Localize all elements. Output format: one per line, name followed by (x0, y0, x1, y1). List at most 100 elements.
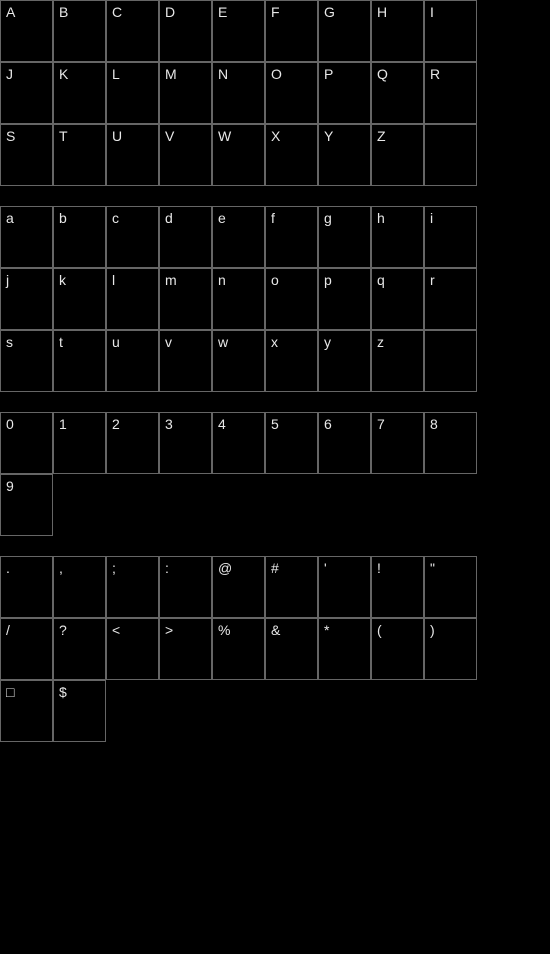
glyph-cell: D (159, 0, 212, 62)
glyph-group-lowercase: abcdefghijklmnopqrstuvwxyz (0, 206, 550, 392)
glyph-cell: z (371, 330, 424, 392)
glyph-cell: X (265, 124, 318, 186)
glyph-cell: U (106, 124, 159, 186)
glyph-cell: Y (318, 124, 371, 186)
glyph-cell: Z (371, 124, 424, 186)
glyph-group-digits: 0123456789 (0, 412, 550, 536)
glyph-cell: A (0, 0, 53, 62)
glyph-cell: H (371, 0, 424, 62)
glyph-label: D (165, 4, 206, 20)
glyph-cell: 1 (53, 412, 106, 474)
glyph-label: S (6, 128, 47, 144)
glyph-cell: ; (106, 556, 159, 618)
glyph-label: p (324, 272, 365, 288)
glyph-cell: N (212, 62, 265, 124)
glyph-cell: 7 (371, 412, 424, 474)
glyph-label: e (218, 210, 259, 226)
glyph-cell: O (265, 62, 318, 124)
glyph-row: .,;:@#'!" (0, 556, 550, 618)
glyph-cell: W (212, 124, 265, 186)
glyph-cell: k (53, 268, 106, 330)
glyph-cell: h (371, 206, 424, 268)
glyph-group-symbols: .,;:@#'!"/?<>%&*()□$ (0, 556, 550, 742)
glyph-label: # (271, 560, 312, 576)
glyph-row: jklmnopqr (0, 268, 550, 330)
glyph-label: m (165, 272, 206, 288)
glyph-cell: ? (53, 618, 106, 680)
glyph-cell: / (0, 618, 53, 680)
charmap: ABCDEFGHIJKLMNOPQRSTUVWXYZabcdefghijklmn… (0, 0, 550, 742)
glyph-label: V (165, 128, 206, 144)
glyph-label: f (271, 210, 312, 226)
glyph-cell: E (212, 0, 265, 62)
glyph-label: g (324, 210, 365, 226)
glyph-label: , (59, 560, 100, 576)
glyph-cell: S (0, 124, 53, 186)
glyph-label: t (59, 334, 100, 350)
glyph-cell-empty (424, 330, 477, 392)
glyph-cell: % (212, 618, 265, 680)
glyph-label: L (112, 66, 153, 82)
glyph-cell: C (106, 0, 159, 62)
glyph-cell: V (159, 124, 212, 186)
glyph-label: E (218, 4, 259, 20)
glyph-cell: 2 (106, 412, 159, 474)
glyph-label: @ (218, 560, 259, 576)
glyph-cell: n (212, 268, 265, 330)
glyph-label: X (271, 128, 312, 144)
glyph-label: G (324, 4, 365, 20)
glyph-label: 7 (377, 416, 418, 432)
glyph-cell: J (0, 62, 53, 124)
glyph-label: r (430, 272, 471, 288)
glyph-label: F (271, 4, 312, 20)
glyph-cell: & (265, 618, 318, 680)
glyph-label: 8 (430, 416, 471, 432)
glyph-cell: v (159, 330, 212, 392)
glyph-label: " (430, 560, 471, 576)
glyph-cell: ( (371, 618, 424, 680)
glyph-label: Z (377, 128, 418, 144)
glyph-label: ; (112, 560, 153, 576)
glyph-cell: x (265, 330, 318, 392)
glyph-cell: l (106, 268, 159, 330)
glyph-label: 6 (324, 416, 365, 432)
glyph-label: ' (324, 560, 365, 576)
glyph-group-uppercase: ABCDEFGHIJKLMNOPQRSTUVWXYZ (0, 0, 550, 186)
glyph-cell: p (318, 268, 371, 330)
glyph-row: stuvwxyz (0, 330, 550, 392)
glyph-label: < (112, 622, 153, 638)
glyph-label: i (430, 210, 471, 226)
glyph-cell: K (53, 62, 106, 124)
glyph-label: b (59, 210, 100, 226)
glyph-label: q (377, 272, 418, 288)
glyph-label: J (6, 66, 47, 82)
glyph-cell: ! (371, 556, 424, 618)
glyph-label: Y (324, 128, 365, 144)
glyph-cell: $ (53, 680, 106, 742)
glyph-cell: j (0, 268, 53, 330)
glyph-cell: < (106, 618, 159, 680)
glyph-label: s (6, 334, 47, 350)
glyph-label: * (324, 622, 365, 638)
glyph-label: □ (6, 684, 47, 700)
glyph-label: . (6, 560, 47, 576)
glyph-cell: # (265, 556, 318, 618)
glyph-label: ) (430, 622, 471, 638)
glyph-label: N (218, 66, 259, 82)
glyph-cell: q (371, 268, 424, 330)
glyph-label: ( (377, 622, 418, 638)
glyph-cell: w (212, 330, 265, 392)
glyph-label: M (165, 66, 206, 82)
glyph-cell: 8 (424, 412, 477, 474)
glyph-cell: e (212, 206, 265, 268)
glyph-label: j (6, 272, 47, 288)
glyph-cell: c (106, 206, 159, 268)
glyph-label: k (59, 272, 100, 288)
glyph-cell: P (318, 62, 371, 124)
glyph-cell: , (53, 556, 106, 618)
glyph-label: 0 (6, 416, 47, 432)
glyph-label: A (6, 4, 47, 20)
glyph-cell: r (424, 268, 477, 330)
glyph-label: w (218, 334, 259, 350)
glyph-label: $ (59, 684, 100, 700)
